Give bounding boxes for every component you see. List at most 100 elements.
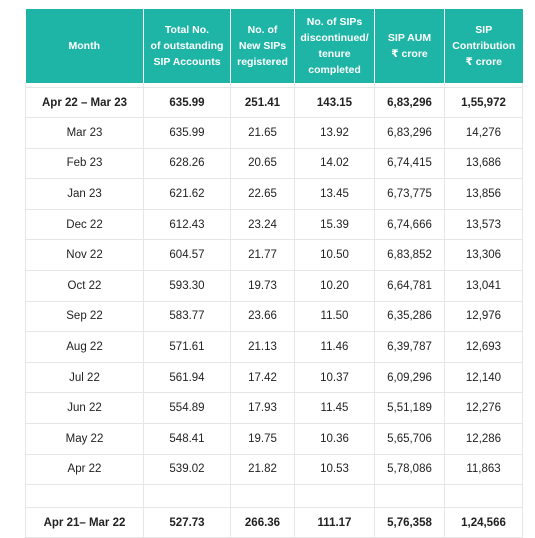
cell-sips-discontinued: 10.50 (294, 239, 375, 271)
cell-month: Nov 22 (25, 239, 144, 271)
header-month: Month (25, 9, 144, 83)
cell-new-sips-registered: 19.73 (230, 270, 295, 302)
empty-cell (294, 484, 375, 509)
cell-sips-discontinued: 111.17 (294, 507, 375, 538)
cell-month: Mar 23 (25, 117, 144, 149)
cell-month: Jan 23 (25, 178, 144, 210)
cell-sips-discontinued: 10.20 (294, 270, 375, 302)
cell-sip-aum: 6,83,296 (374, 87, 445, 118)
cell-total-outstanding-sip-accounts: 548.41 (143, 423, 231, 455)
header-line: Contribution (452, 40, 516, 52)
cell-total-outstanding-sip-accounts: 635.99 (143, 117, 231, 149)
cell-sip-contribution: 1,24,566 (444, 507, 523, 538)
cell-total-outstanding-sip-accounts: 583.77 (143, 301, 231, 333)
gap-row (25, 484, 523, 509)
empty-cell (444, 484, 523, 509)
header-line: completed (308, 64, 361, 76)
header-line: New SIPs (238, 40, 287, 52)
header-sip-contribution: SIP Contribution ₹ crore (444, 9, 523, 83)
cell-total-outstanding-sip-accounts: 539.02 (143, 454, 231, 486)
cell-sip-aum: 6,73,775 (374, 178, 445, 210)
header-sips-discontinued: No. of SIPs discontinued/tenure completed (294, 9, 375, 83)
table-row: Feb 23 628.26 20.65 14.02 6,74,415 13,686 (25, 148, 523, 180)
table-row: Mar 23 635.99 21.65 13.92 6,83,296 14,276 (25, 117, 523, 149)
cell-month: Oct 22 (25, 270, 144, 302)
cell-total-outstanding-sip-accounts: 593.30 (143, 270, 231, 302)
header-line: ₹ crore (391, 48, 428, 60)
cell-sip-contribution: 11,863 (444, 454, 523, 486)
header-line: Month (68, 40, 101, 52)
header-row: Month Total No. of outstanding SIP Accounts… (25, 9, 523, 83)
empty-cell (294, 83, 375, 88)
spacer-row (25, 83, 523, 88)
cell-sip-aum: 6,74,666 (374, 209, 445, 241)
cell-sip-contribution: 12,140 (444, 362, 523, 394)
header-line: No. of SIPs (306, 16, 363, 28)
cell-sip-aum: 6,35,286 (374, 301, 445, 333)
cell-sips-discontinued: 13.92 (294, 117, 375, 149)
cell-month: Jun 22 (25, 392, 144, 424)
cell-total-outstanding-sip-accounts: 635.99 (143, 87, 231, 118)
cell-total-outstanding-sip-accounts: 628.26 (143, 148, 231, 180)
cell-total-outstanding-sip-accounts: 527.73 (143, 507, 231, 538)
cell-new-sips-registered: 21.65 (230, 117, 295, 149)
header-total-outstanding-sip-accounts: Total No. of outstanding SIP Accounts (143, 9, 231, 83)
cell-sip-contribution: 12,286 (444, 423, 523, 455)
table-row: Dec 22 612.43 23.24 15.39 6,74,666 13,573 (25, 209, 523, 241)
table-row: Jan 23 621.62 22.65 13.45 6,73,775 13,856 (25, 178, 523, 210)
cell-sip-aum: 6,83,852 (374, 239, 445, 271)
header-line: SIP AUM (387, 32, 432, 44)
cell-sip-contribution: 12,693 (444, 331, 523, 363)
cell-sip-contribution: 13,686 (444, 148, 523, 180)
cell-sips-discontinued: 11.46 (294, 331, 375, 363)
cell-sip-contribution: 13,306 (444, 239, 523, 271)
header-line: ₹ crore (465, 56, 503, 68)
header-line: discontinued/ (300, 32, 369, 44)
cell-month: Apr 22 (25, 454, 144, 486)
empty-cell (374, 484, 445, 509)
cell-sip-contribution: 14,276 (444, 117, 523, 149)
summary-row-current-fy: Apr 22 – Mar 23 635.99 251.41 143.15 6,83,29… (25, 87, 523, 118)
cell-month: Apr 22 – Mar 23 (25, 87, 144, 118)
cell-month: Dec 22 (25, 209, 144, 241)
table-row: Jul 22 561.94 17.42 10.37 6,09,296 12,140 (25, 362, 523, 394)
empty-cell (444, 83, 523, 88)
cell-sips-discontinued: 10.53 (294, 454, 375, 486)
cell-sip-aum: 6,09,296 (374, 362, 445, 394)
header-line: tenure (318, 48, 351, 60)
header-sip-aum: SIP AUM ₹ crore (374, 9, 445, 83)
cell-sip-contribution: 1,55,972 (444, 87, 523, 118)
cell-new-sips-registered: 19.75 (230, 423, 295, 455)
cell-month: Apr 21– Mar 22 (25, 507, 144, 538)
cell-sips-discontinued: 10.37 (294, 362, 375, 394)
cell-month: Jul 22 (25, 362, 144, 394)
cell-sips-discontinued: 15.39 (294, 209, 375, 241)
cell-sip-aum: 5,78,086 (374, 454, 445, 486)
cell-new-sips-registered: 266.36 (230, 507, 295, 538)
table-row: Nov 22 604.57 21.77 10.50 6,83,852 13,306 (25, 239, 523, 271)
header-new-sips-registered: No. of New SIPs registered (230, 9, 295, 83)
table-row: Aug 22 571.61 21.13 11.46 6,39,787 12,693 (25, 331, 523, 363)
cell-sips-discontinued: 11.45 (294, 392, 375, 424)
cell-new-sips-registered: 17.93 (230, 392, 295, 424)
cell-month: May 22 (25, 423, 144, 455)
cell-new-sips-registered: 21.13 (230, 331, 295, 363)
cell-sip-aum: 6,74,415 (374, 148, 445, 180)
empty-cell (25, 484, 144, 509)
cell-sip-contribution: 13,856 (444, 178, 523, 210)
header-line: of outstanding (150, 40, 224, 52)
cell-sip-aum: 6,83,296 (374, 117, 445, 149)
table-body: Apr 22 – Mar 23 635.99 251.41 143.15 6,83,29… (25, 83, 523, 538)
cell-sips-discontinued: 11.50 (294, 301, 375, 333)
cell-total-outstanding-sip-accounts: 561.94 (143, 362, 231, 394)
cell-sip-aum: 5,76,358 (374, 507, 445, 538)
cell-total-outstanding-sip-accounts: 554.89 (143, 392, 231, 424)
table-row: Jun 22 554.89 17.93 11.45 5,51,189 12,276 (25, 392, 523, 424)
cell-new-sips-registered: 251.41 (230, 87, 295, 118)
sip-data-table-container: Month Total No. of outstanding SIP Accounts… (25, 9, 523, 538)
cell-sips-discontinued: 10.36 (294, 423, 375, 455)
cell-new-sips-registered: 17.42 (230, 362, 295, 394)
cell-new-sips-registered: 22.65 (230, 178, 295, 210)
cell-sip-contribution: 13,573 (444, 209, 523, 241)
cell-new-sips-registered: 23.66 (230, 301, 295, 333)
